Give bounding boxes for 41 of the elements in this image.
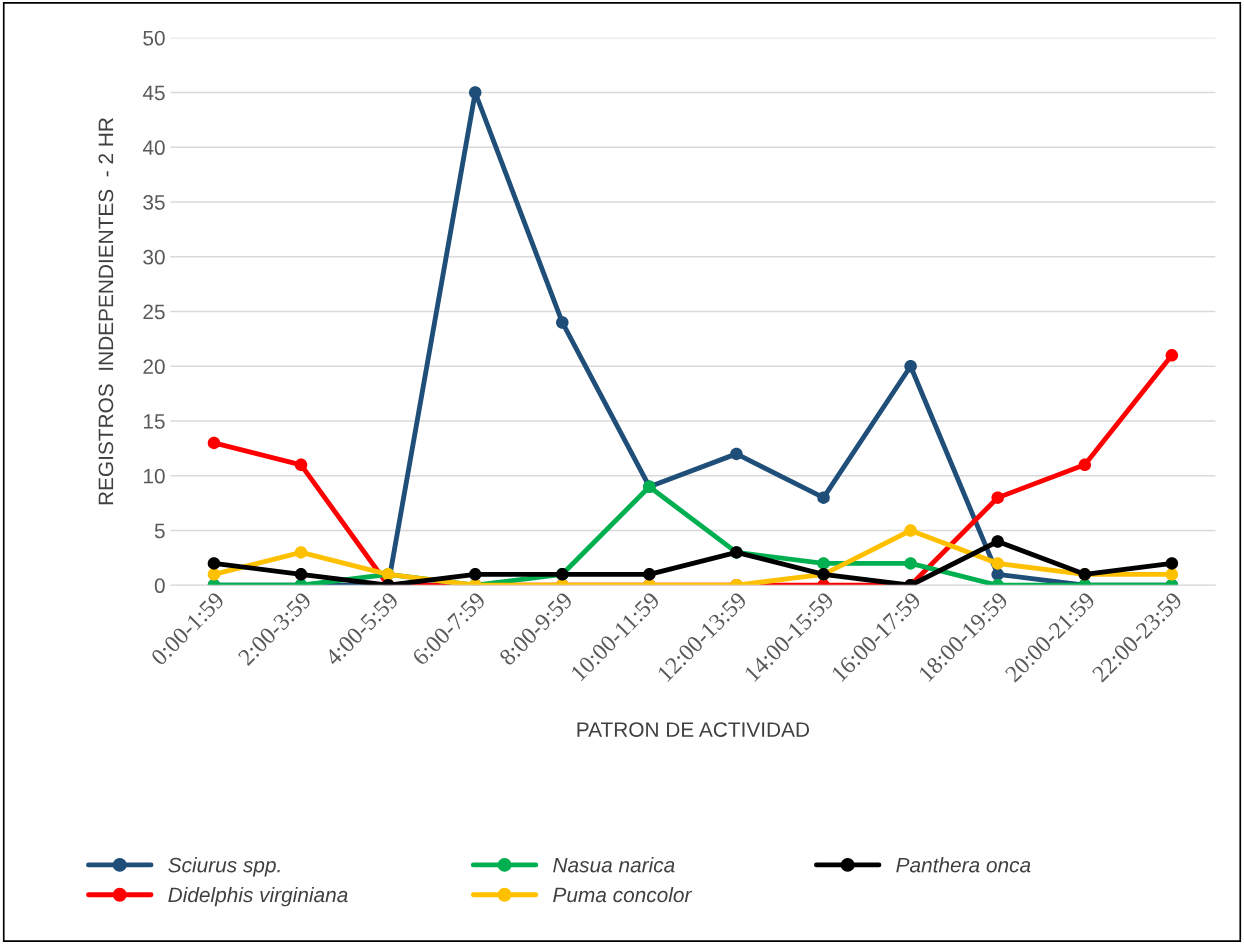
point [1078,458,1092,472]
legend-label: Nasua narica [553,857,675,873]
point [817,557,830,570]
point [556,316,569,329]
legend-label: Sciurus spp. [168,857,280,877]
point [1165,557,1179,570]
point [643,568,656,581]
y-tick-label: 10 [143,468,165,484]
point [991,535,1004,548]
legend-label: Didelphis virginiana [168,886,348,907]
y-tick-label: 30 [143,249,165,265]
point [207,436,221,450]
point [468,86,482,99]
point [817,491,830,504]
y-tick-label: 25 [143,304,165,320]
x-axis-title: PATRON DE ACTIVIDAD [577,722,810,737]
y-tick-label: 20 [143,359,165,375]
point [294,458,308,472]
point [1165,349,1179,362]
point [1165,568,1179,581]
y-tick-label: 0 [154,578,165,594]
point [468,568,482,581]
y-tick-label: 45 [142,85,165,101]
y-tick-label: 40 [142,140,165,156]
point [207,568,221,581]
point [904,524,917,537]
y-tick-label: 50 [143,30,165,46]
point [904,557,917,570]
point [294,546,308,559]
point [207,557,221,570]
legend-label: Panthera onca [896,857,1031,873]
point [904,360,917,373]
y-tick-label: 5 [154,523,165,539]
point [991,557,1004,570]
legend-label: Puma concolor [553,886,693,903]
point [730,447,743,461]
y-tick-label: 35 [143,195,165,210]
y-tick-label: 15 [143,414,165,429]
point [294,568,308,581]
point [991,491,1004,504]
y-axis-title: REGISTROS INDEPENDIENTES - 2 HR [98,118,114,505]
